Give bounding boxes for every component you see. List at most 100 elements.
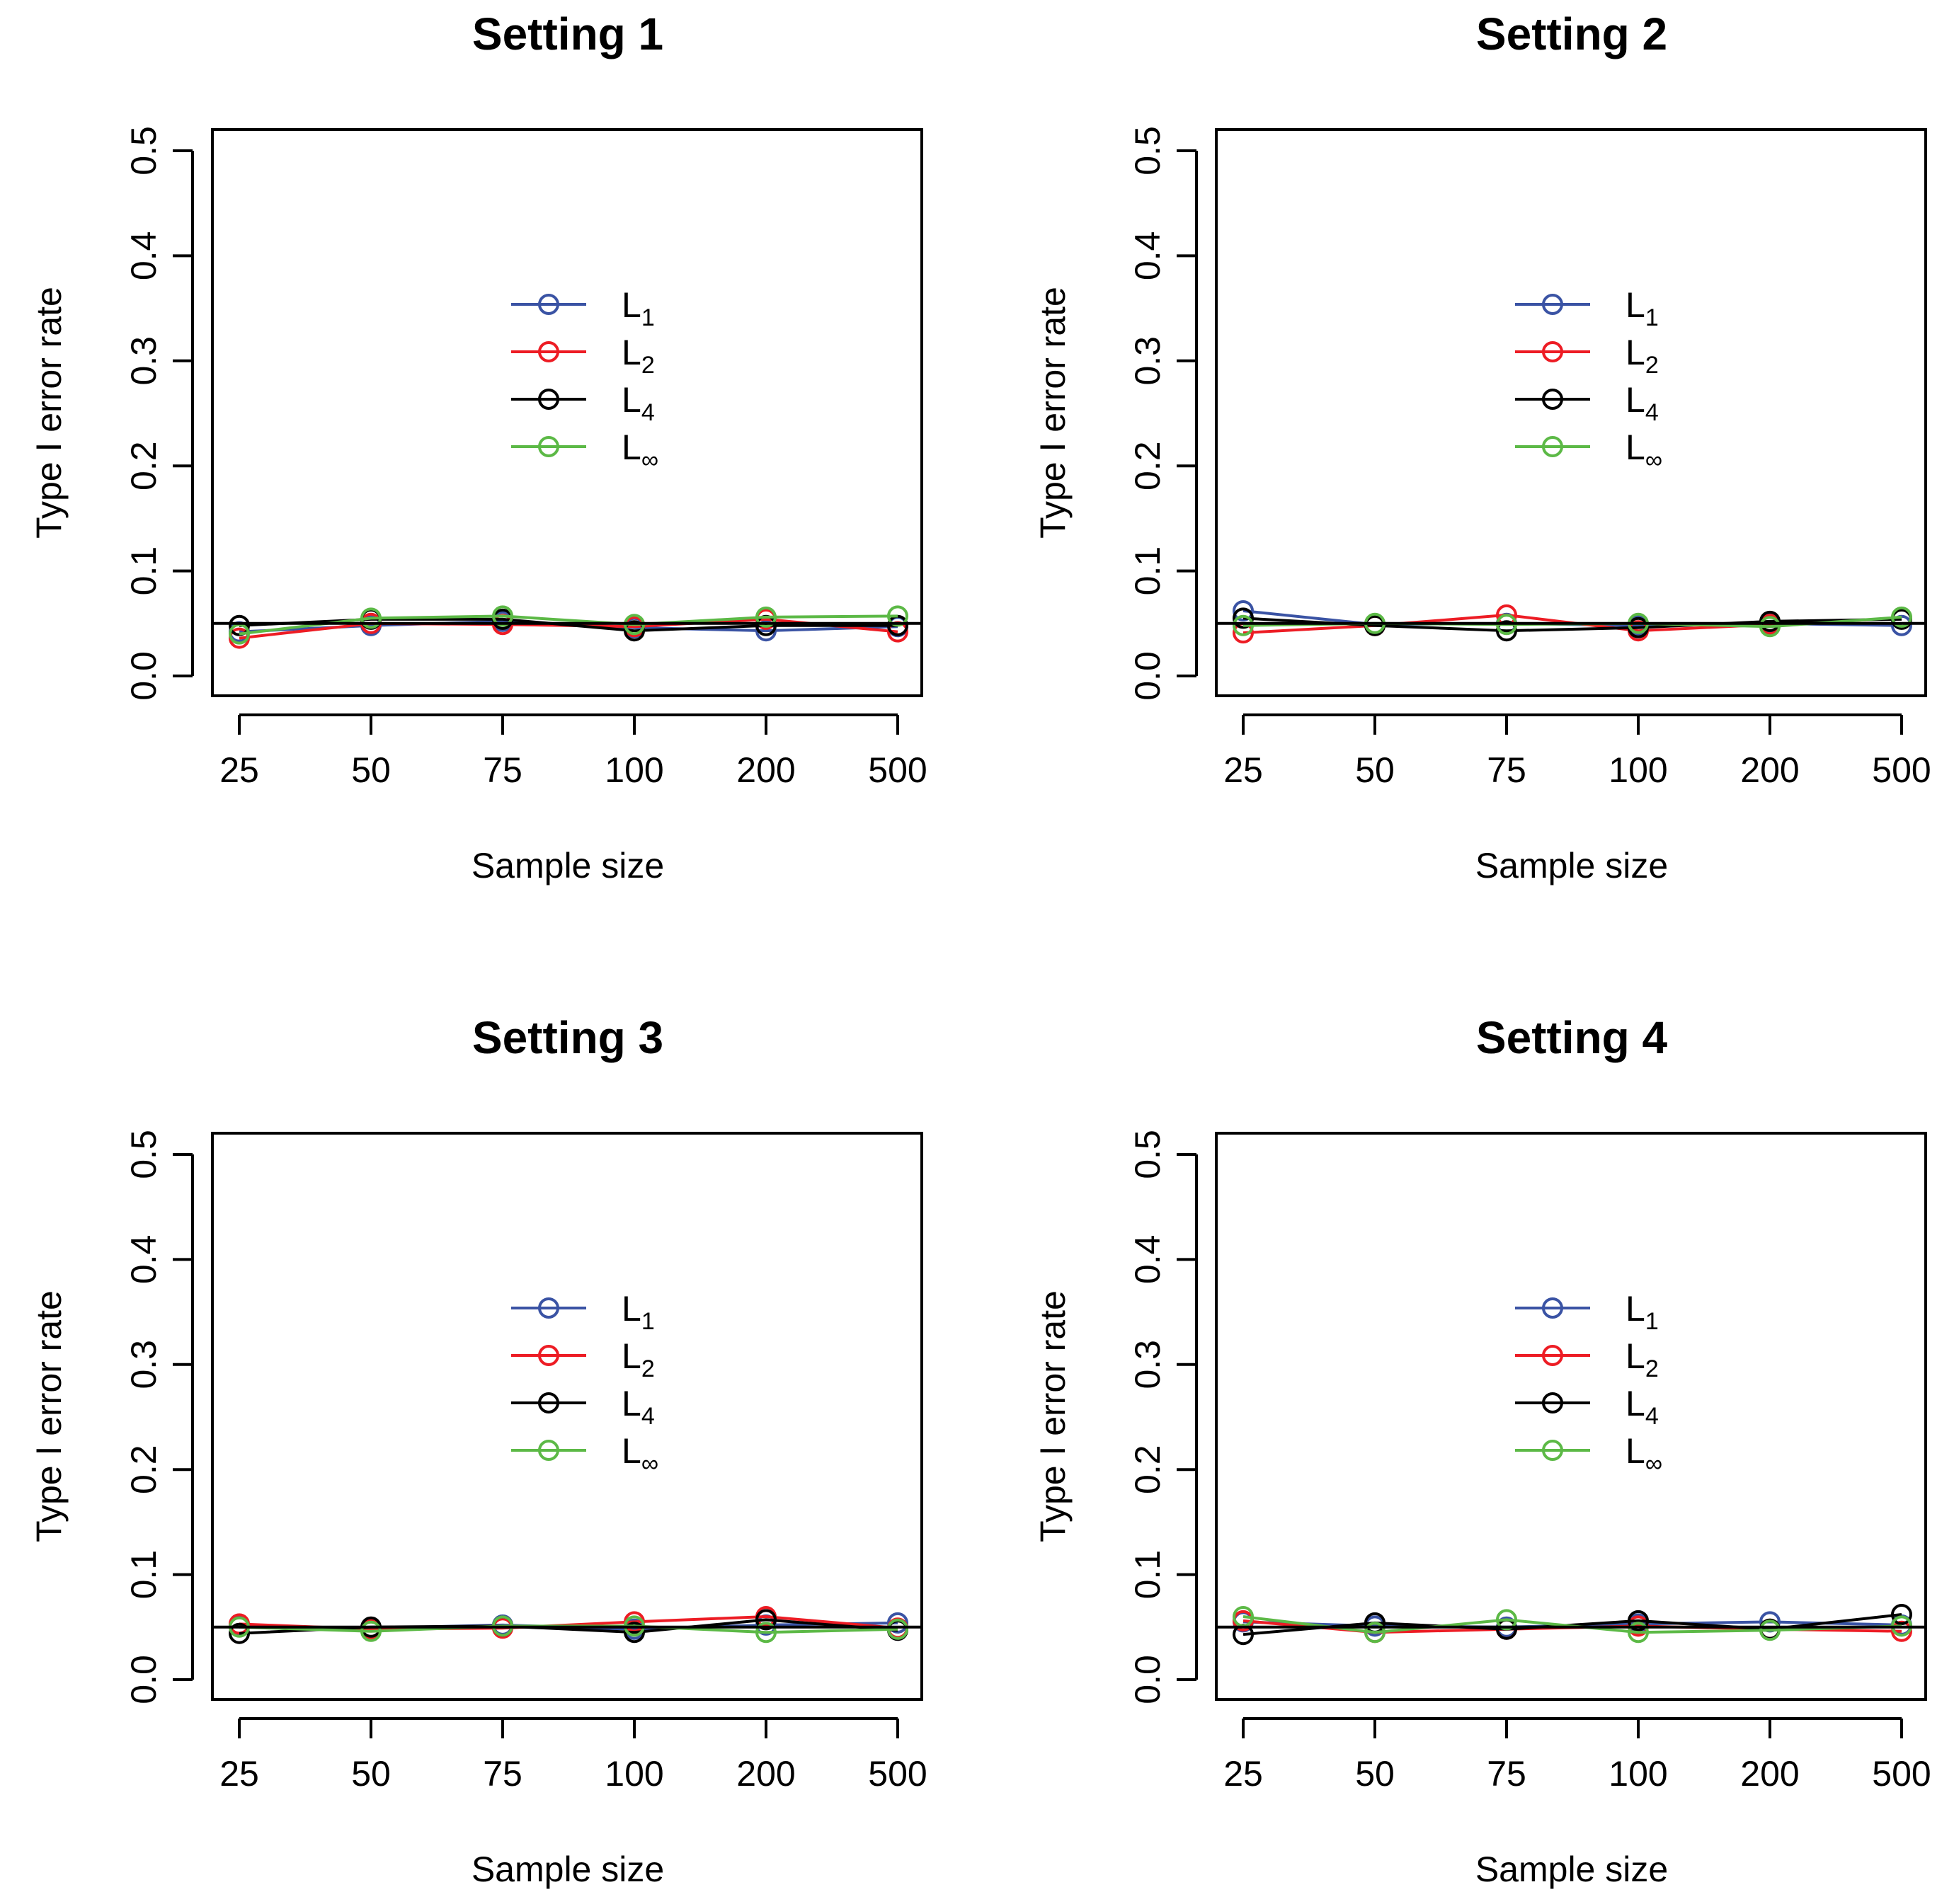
x-tick-label: 100 xyxy=(1609,750,1667,790)
x-tick-label: 25 xyxy=(219,750,259,790)
x-tick-label: 500 xyxy=(1872,1754,1931,1794)
y-tick-label: 0.3 xyxy=(1128,336,1167,386)
legend-item-L1: L1 xyxy=(511,285,655,331)
legend-swatch-marker xyxy=(538,1392,559,1413)
y-tick-label: 0.5 xyxy=(124,126,164,176)
legend-label: L4 xyxy=(1626,380,1659,426)
legend-label-subscript: 4 xyxy=(1645,399,1659,426)
plot-frame xyxy=(1215,128,1927,697)
y-tick-label: 0.5 xyxy=(124,1130,164,1179)
legend-label: L1 xyxy=(1626,1289,1659,1335)
legend-label: L1 xyxy=(622,1289,655,1335)
legend-label: L∞ xyxy=(622,1431,658,1477)
data-point-Linf xyxy=(1759,1619,1781,1641)
x-axis: 25 50 75 100 200 500 xyxy=(1223,1717,1931,1794)
data-point-Linf xyxy=(1364,1622,1385,1644)
legend-label-base: L xyxy=(622,1431,641,1471)
plot-frame xyxy=(1215,1132,1927,1701)
legend-swatch-marker xyxy=(538,294,559,315)
x-tick-label: 100 xyxy=(605,1754,663,1794)
legend-label-base: L xyxy=(622,285,641,325)
y-tick-label: 0.2 xyxy=(124,441,164,491)
data-point-Linf xyxy=(755,1622,777,1644)
y-tick-label: 0.1 xyxy=(1128,1550,1167,1600)
chart-title: Setting 1 xyxy=(472,8,663,59)
legend-item-L2: L2 xyxy=(1515,1336,1659,1382)
legend-label: L4 xyxy=(622,1384,655,1430)
legend-label-base: L xyxy=(1626,1431,1645,1471)
data-point-L4 xyxy=(1628,1610,1649,1631)
data-point-Linf xyxy=(755,606,777,628)
x-tick-label: 75 xyxy=(483,1754,522,1794)
data-point-L1 xyxy=(1233,600,1254,621)
y-axis-label: Type I error rate xyxy=(29,1290,69,1542)
legend-item-L4: L4 xyxy=(1515,380,1659,426)
legend-swatch-marker xyxy=(538,1440,559,1461)
legend-label-subscript: 2 xyxy=(641,1355,655,1382)
legend-swatch-marker xyxy=(538,1345,559,1366)
legend-label-base: L xyxy=(622,1289,641,1329)
y-axis: 0.0 0.1 0.2 0.3 0.4 0.5 xyxy=(124,126,194,701)
legend-label-subscript: 1 xyxy=(641,304,655,331)
legend-item-L4: L4 xyxy=(1515,1384,1659,1430)
legend-label-subscript: 1 xyxy=(1645,304,1659,331)
x-axis: 25 50 75 100 200 500 xyxy=(219,1717,927,1794)
legend-label-subscript: ∞ xyxy=(641,447,658,474)
data-point-Linf xyxy=(1233,614,1254,636)
legend-label-base: L xyxy=(1626,428,1645,467)
data-point-Linf xyxy=(360,607,382,629)
y-tick-label: 0.4 xyxy=(1128,1235,1167,1285)
x-tick-label: 75 xyxy=(1487,750,1526,790)
x-axis-label: Sample size xyxy=(1475,846,1668,885)
y-tick-label: 0.1 xyxy=(124,546,164,596)
legend-label: L∞ xyxy=(1626,1431,1662,1477)
legend-item-Linf: L∞ xyxy=(1515,1431,1662,1477)
data-point-Linf xyxy=(492,605,513,627)
legend-item-Linf: L∞ xyxy=(511,1431,658,1477)
legend-label: L1 xyxy=(622,285,655,331)
legend-label: L∞ xyxy=(622,428,658,474)
x-tick-label: 500 xyxy=(868,750,927,790)
y-axis: 0.0 0.1 0.2 0.3 0.4 0.5 xyxy=(1128,1130,1198,1704)
y-axis: 0.0 0.1 0.2 0.3 0.4 0.5 xyxy=(124,1130,194,1704)
legend-label: L∞ xyxy=(1626,428,1662,474)
legend-swatch-marker xyxy=(538,1297,559,1319)
legend-label-subscript: 2 xyxy=(641,352,655,379)
y-tick-label: 0.5 xyxy=(1128,126,1167,176)
series-line-L4 xyxy=(1242,1613,1902,1636)
legend-label-subscript: ∞ xyxy=(641,1450,658,1477)
y-tick-label: 0.0 xyxy=(124,1655,164,1704)
series-line-Linf xyxy=(239,614,898,636)
y-tick-label: 0.3 xyxy=(1128,1340,1167,1389)
x-tick-label: 500 xyxy=(868,1754,927,1794)
legend-item-L2: L2 xyxy=(511,1336,655,1382)
legend-label-subscript: 4 xyxy=(641,399,655,426)
x-tick-label: 100 xyxy=(605,750,663,790)
y-tick-label: 0.4 xyxy=(124,1235,164,1285)
legend-item-L1: L1 xyxy=(1515,285,1659,331)
data-point-L4 xyxy=(229,1622,250,1644)
data-point-L4 xyxy=(1891,1603,1912,1625)
x-tick-label: 75 xyxy=(1487,1754,1526,1794)
x-tick-label: 200 xyxy=(1740,750,1799,790)
y-tick-label: 0.3 xyxy=(124,336,164,386)
plot-frame xyxy=(211,1132,923,1701)
legend-label-subscript: 1 xyxy=(1645,1308,1659,1335)
x-tick-label: 25 xyxy=(219,1754,259,1794)
legend-item-Linf: L∞ xyxy=(1515,428,1662,474)
x-tick-label: 200 xyxy=(736,1754,795,1794)
x-tick-label: 50 xyxy=(351,1754,391,1794)
legend-label: L4 xyxy=(622,380,655,426)
x-tick-label: 100 xyxy=(1609,1754,1667,1794)
legend-label-base: L xyxy=(1626,333,1645,372)
legend-swatch-marker xyxy=(1542,389,1563,410)
x-axis-label: Sample size xyxy=(472,1849,664,1889)
legend-swatch-marker xyxy=(1542,294,1563,315)
x-axis-label: Sample size xyxy=(472,846,664,885)
legend-label: L4 xyxy=(1626,1384,1659,1430)
legend-label-base: L xyxy=(1626,1289,1645,1329)
